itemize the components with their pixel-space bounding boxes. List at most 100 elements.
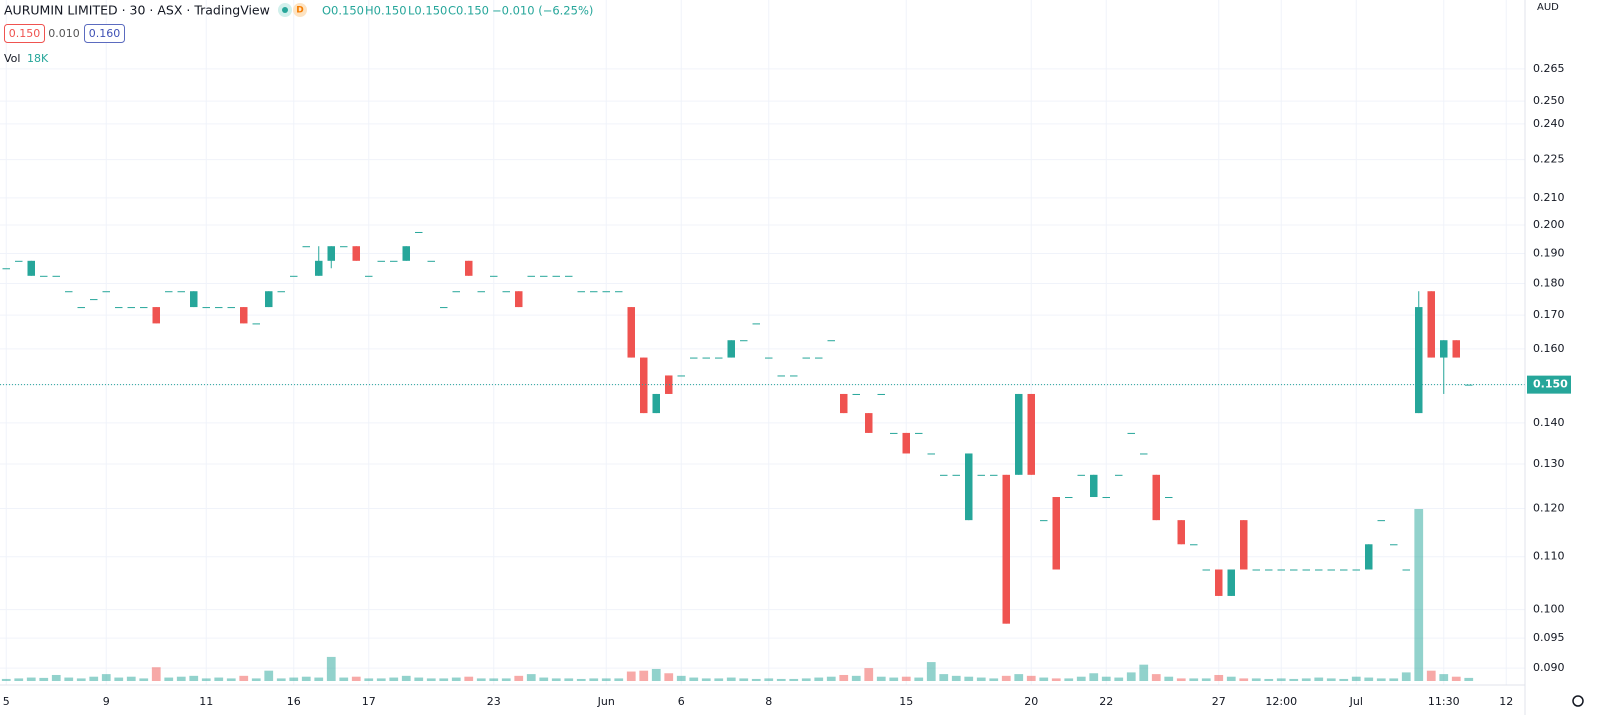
candle-body [565, 275, 573, 277]
volume-bar [1076, 676, 1086, 681]
price-axis [1525, 0, 1600, 715]
candle-body [540, 275, 548, 277]
candle-body [415, 231, 423, 233]
candle-body [1040, 520, 1048, 522]
y-tick-label: 0.265 [1533, 62, 1565, 75]
candle-body [1427, 291, 1435, 358]
volume-bar [564, 678, 574, 681]
candle-body [202, 307, 210, 309]
candle-body [1327, 569, 1335, 571]
volume-bar [1339, 678, 1349, 681]
candle-body [1165, 497, 1173, 499]
volume-bar [76, 678, 86, 681]
volume-bar [239, 675, 249, 681]
volume-bar [1026, 675, 1036, 681]
candle-body [1215, 569, 1223, 596]
candle-body [890, 432, 898, 434]
candle-body [1202, 569, 1210, 571]
volume-bar [1426, 670, 1436, 681]
candle-body [677, 375, 685, 377]
volume-bar [1314, 677, 1324, 681]
x-tick-label: 27 [1212, 695, 1226, 708]
ask-price: 0.160 [89, 27, 121, 40]
candle-body [90, 299, 98, 301]
candle-body [902, 432, 910, 454]
candle-body [140, 307, 148, 309]
candle-body [165, 291, 173, 293]
volume-bar [989, 678, 999, 681]
volume-bar [351, 676, 361, 681]
x-tick-label: 12 [1499, 695, 1513, 708]
candle-body [1452, 340, 1460, 358]
volume-bar [739, 678, 749, 681]
volume-bar [526, 674, 536, 681]
candle-body [965, 453, 973, 521]
volume-bar [1239, 678, 1249, 681]
y-tick-label: 0.170 [1533, 308, 1565, 321]
volume-bar [301, 676, 311, 681]
volume-bar [551, 678, 561, 681]
volume-bar [414, 677, 424, 681]
y-tick-label: 0.120 [1533, 501, 1565, 514]
x-tick-label: 22 [1099, 695, 1113, 708]
volume-bar [1176, 678, 1186, 681]
candle-body [40, 275, 48, 277]
bid-box[interactable] [4, 24, 45, 43]
badge-text: D [296, 6, 303, 16]
volume-bar [1276, 678, 1286, 681]
candle-body [1265, 569, 1273, 571]
volume-bar [889, 677, 899, 681]
y-tick-label: 0.095 [1533, 631, 1565, 644]
y-tick-label: 0.160 [1533, 342, 1565, 355]
currency[interactable]: AUD [1537, 2, 1559, 13]
candle-body [152, 307, 160, 324]
candle-body [1365, 544, 1373, 570]
volume-bar [501, 678, 511, 681]
volume-bar [1401, 672, 1411, 681]
candle-body [127, 307, 135, 309]
volume-bar [464, 676, 474, 681]
volume-bar [1064, 678, 1074, 681]
x-tick-label: 17 [362, 695, 376, 708]
volume-bar [1264, 678, 1274, 681]
ask-box[interactable] [84, 24, 125, 43]
volume-bar [1151, 674, 1161, 681]
candle-body [1027, 393, 1035, 475]
candle-body [1127, 432, 1135, 434]
candle-body [1415, 307, 1423, 414]
candle-body [852, 393, 860, 395]
x-tick-label: 11 [199, 695, 213, 708]
candle-body [1190, 544, 1198, 546]
candle-body [252, 323, 260, 325]
volume-bar [539, 677, 549, 681]
volume-bar [864, 668, 874, 681]
volume-bar [664, 673, 674, 681]
volume-bar [1114, 677, 1124, 681]
volume-bar [264, 670, 274, 681]
x-tick-label: 8 [765, 695, 772, 708]
volume-bar [1101, 676, 1111, 681]
volume-bar [1364, 677, 1374, 681]
candle-body [115, 307, 123, 309]
volume-bar [101, 674, 111, 681]
settings-icon[interactable] [1572, 695, 1584, 707]
volume-bar [64, 677, 74, 681]
plot-area [0, 0, 1525, 685]
candle-body [327, 246, 335, 261]
candle-body [465, 260, 473, 276]
candle-body [827, 340, 835, 342]
candle-body [27, 260, 35, 276]
volume-bar [1001, 675, 1011, 681]
candle-body [602, 291, 610, 293]
y-tick-label: 0.210 [1533, 191, 1565, 204]
volume-bar [514, 675, 524, 681]
volume-bar [276, 678, 286, 681]
volume-bar [951, 675, 961, 681]
volume-bar [576, 678, 586, 681]
x-tick-label: 15 [899, 695, 913, 708]
x-tick-label: 5 [3, 695, 10, 708]
y-tick-label: 0.100 [1533, 603, 1565, 616]
volume-bar [364, 678, 374, 681]
x-tick-label: 20 [1024, 695, 1038, 708]
